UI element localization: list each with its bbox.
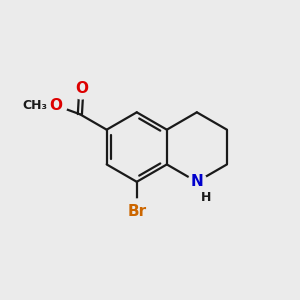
Text: CH₃: CH₃ — [22, 99, 47, 112]
Text: N: N — [190, 174, 203, 189]
Text: Br: Br — [127, 204, 146, 219]
Text: H: H — [200, 190, 211, 204]
Text: O: O — [75, 81, 88, 96]
Text: O: O — [49, 98, 62, 113]
